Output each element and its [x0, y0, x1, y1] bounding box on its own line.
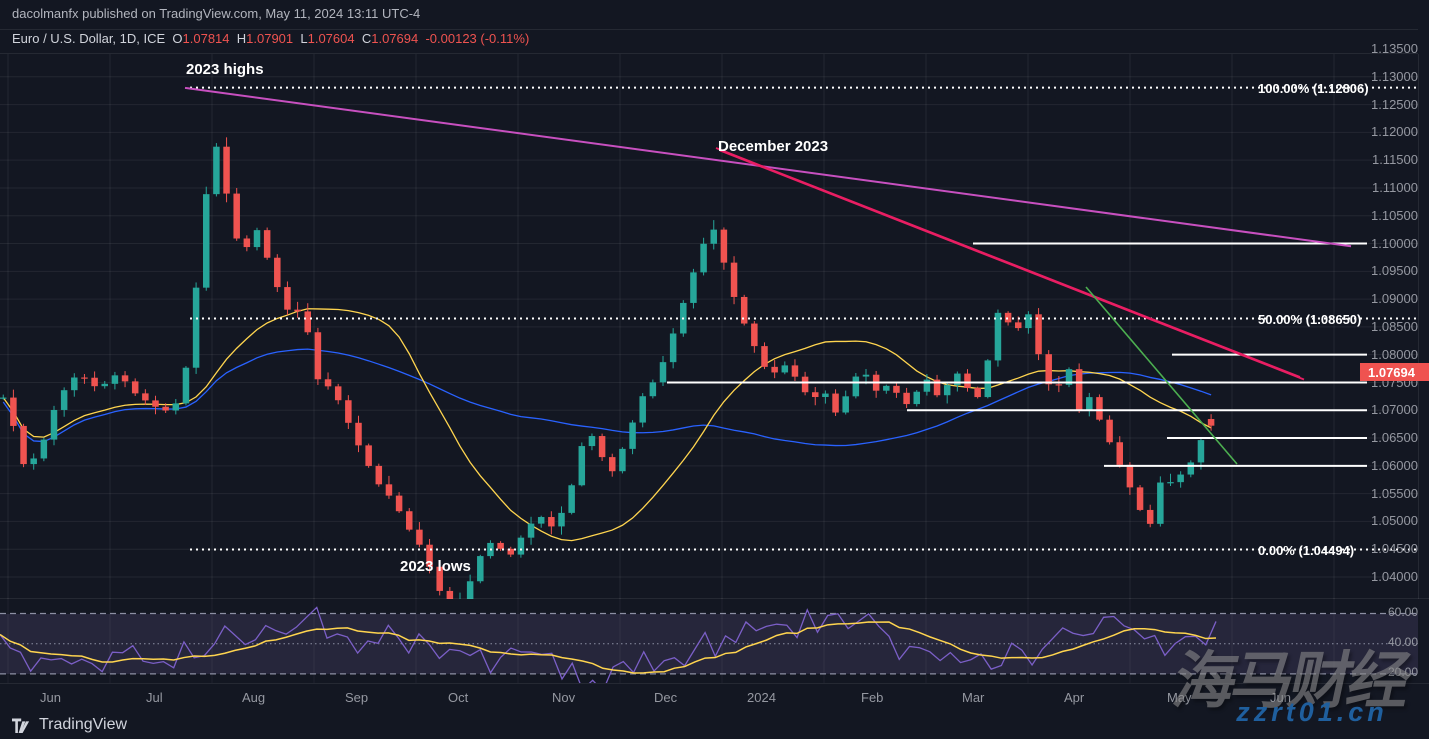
svg-text:0.00% (1.04494): 0.00% (1.04494) — [1258, 543, 1354, 558]
svg-text:100.00% (1.12806): 100.00% (1.12806) — [1258, 81, 1369, 96]
svg-text:50.00% (1.08650): 50.00% (1.08650) — [1258, 312, 1361, 327]
svg-text:2023 highs: 2023 highs — [186, 61, 264, 78]
svg-text:2023 lows: 2023 lows — [400, 558, 471, 575]
svg-text:December 2023: December 2023 — [718, 138, 828, 155]
